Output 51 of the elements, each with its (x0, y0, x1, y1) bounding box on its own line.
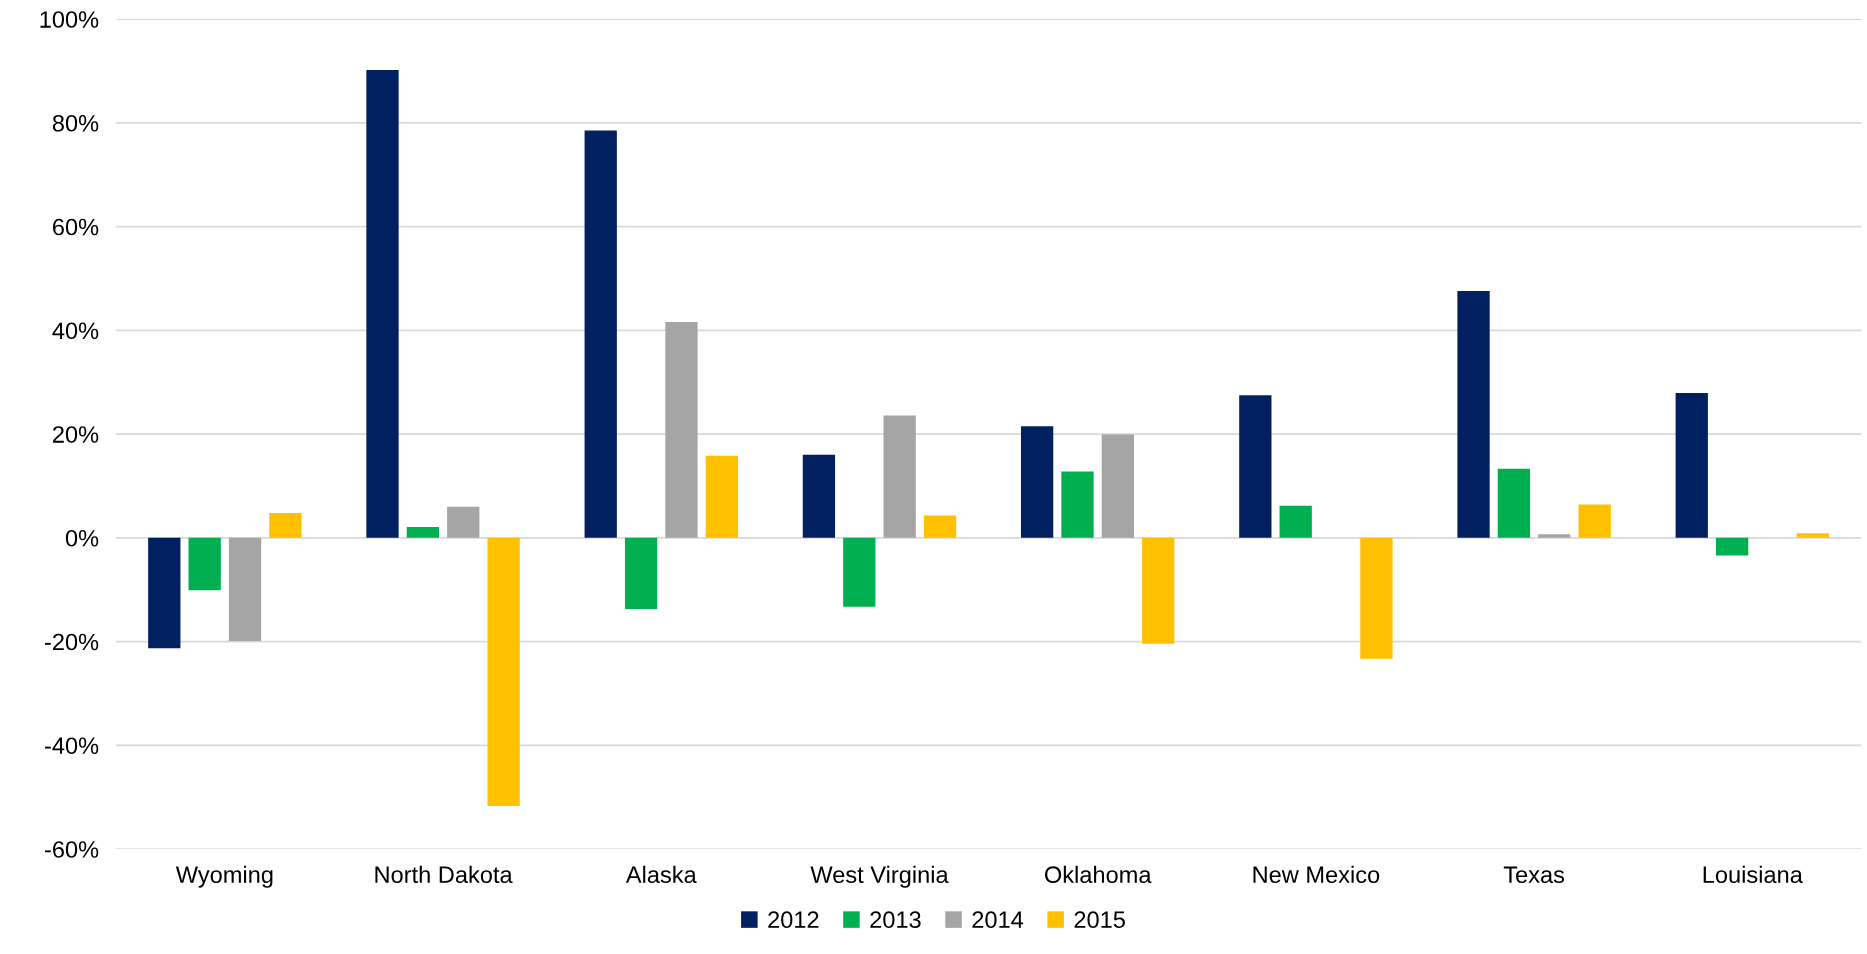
bar (1239, 395, 1272, 538)
bar (1578, 504, 1611, 538)
bar (1538, 534, 1571, 538)
bar (624, 537, 658, 609)
legend-label: 2013 (870, 911, 921, 929)
bar (487, 537, 520, 806)
y-tick-label: 80% (52, 114, 99, 132)
bar (883, 415, 916, 538)
x-tick-label: North Dakota (375, 865, 513, 884)
bar (843, 537, 876, 607)
bar (665, 322, 698, 538)
bar (1796, 533, 1829, 538)
x-tick-label: New Mexico (1253, 865, 1380, 884)
x-tick-label: Texas (1503, 866, 1565, 884)
bar (366, 69, 399, 538)
x-tick-label: Wyoming (175, 865, 273, 888)
bar (228, 537, 262, 642)
bar (923, 515, 957, 538)
bar (406, 526, 440, 538)
bar (705, 455, 738, 538)
y-tick-label: 100% (40, 11, 99, 28)
bar (1279, 505, 1312, 538)
x-tick-label: Oklahoma (1045, 865, 1152, 884)
bar (1360, 537, 1393, 659)
bar (269, 512, 302, 538)
bar (1497, 468, 1531, 538)
x-tick-label: Louisiana (1703, 865, 1803, 884)
legend-label: 2015 (1074, 911, 1125, 929)
bar (447, 506, 480, 538)
y-tick-label: 40% (52, 322, 99, 340)
legend-label: 2014 (972, 911, 1024, 929)
bar (1457, 290, 1490, 538)
bar (1715, 537, 1749, 556)
legend-label: 2012 (768, 911, 819, 929)
bar (1142, 537, 1175, 644)
bar (148, 537, 181, 649)
bar (584, 130, 617, 538)
y-tick-label: -40% (45, 737, 99, 755)
y-tick-label: 0% (65, 529, 99, 547)
y-tick-label: -20% (45, 633, 99, 651)
y-tick-label: -60% (45, 841, 99, 858)
bar (1675, 393, 1708, 538)
x-tick-label: Alaska (625, 865, 697, 884)
y-tick-label: 20% (53, 426, 99, 443)
bar (188, 537, 221, 591)
bar (1061, 471, 1094, 538)
bar (1020, 426, 1054, 538)
bar (1101, 434, 1135, 538)
y-tick-label: 60% (53, 218, 99, 236)
bar (802, 454, 836, 538)
x-tick-label: West Virginia (810, 865, 949, 888)
